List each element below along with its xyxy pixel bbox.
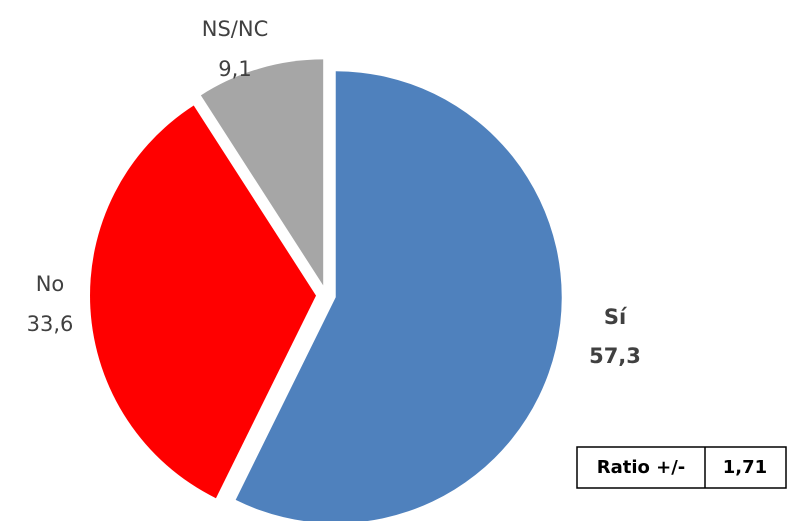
slice-category-label: NS/NC	[202, 17, 269, 41]
slice-value-label: 9,1	[218, 57, 251, 81]
pie-slice	[90, 105, 317, 499]
slice-category-label: No	[36, 272, 65, 296]
slice-category-label: Sí	[604, 305, 628, 329]
slice-value-label: 33,6	[27, 312, 74, 336]
pie-slice	[200, 59, 324, 286]
pie-slice	[235, 71, 562, 521]
ratio-label: Ratio +/-	[597, 457, 686, 478]
slice-value-label: 57,3	[589, 344, 641, 368]
ratio-value: 1,71	[723, 457, 767, 478]
ratio-table	[576, 446, 787, 489]
